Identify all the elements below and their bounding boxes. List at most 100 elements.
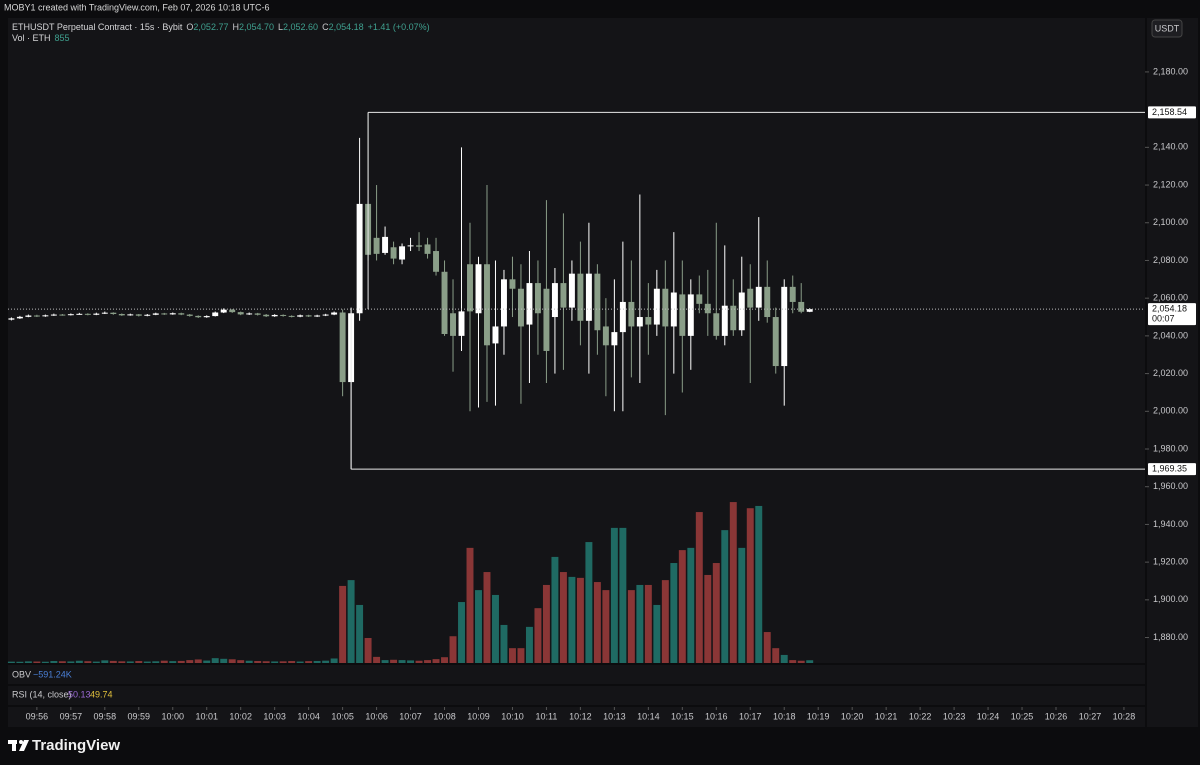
volume-bar bbox=[458, 602, 465, 663]
volume-bar bbox=[619, 527, 627, 663]
volume-bar bbox=[568, 576, 576, 663]
candle-body bbox=[16, 316, 23, 319]
volume-name: Vol · ETH bbox=[12, 33, 51, 43]
volume-bar bbox=[390, 659, 398, 663]
volume-bar bbox=[780, 654, 788, 663]
candle-body bbox=[492, 326, 499, 344]
volume-bar bbox=[118, 661, 126, 663]
volume-bar bbox=[152, 661, 160, 663]
candle-body bbox=[806, 309, 813, 312]
candle-body bbox=[399, 246, 406, 260]
level-label-box bbox=[1148, 106, 1196, 119]
volume-bar bbox=[126, 661, 134, 663]
volume-bar bbox=[296, 661, 304, 663]
volume-bar bbox=[517, 648, 525, 663]
candle-body bbox=[568, 273, 575, 308]
volume-bar bbox=[398, 660, 406, 663]
candle-body bbox=[594, 273, 601, 331]
candle-body bbox=[288, 315, 295, 317]
candle-body bbox=[501, 279, 507, 327]
volume-bar bbox=[670, 563, 678, 663]
ohlc-item: L2,052.60 bbox=[278, 22, 318, 32]
volume-bar bbox=[279, 661, 287, 663]
volume-bar bbox=[432, 659, 440, 663]
x-tick-label: 10:01 bbox=[195, 711, 218, 721]
volume-bar bbox=[610, 527, 618, 663]
y-tick-label: 2,040.00 bbox=[1153, 330, 1188, 340]
candle-body bbox=[517, 288, 524, 327]
candle-body bbox=[551, 283, 558, 318]
x-tick-label: 10:06 bbox=[365, 711, 388, 721]
candle-body bbox=[755, 286, 762, 308]
volume-value: 855 bbox=[54, 33, 70, 43]
candle-body bbox=[271, 314, 278, 317]
logo-part bbox=[19, 740, 23, 744]
volume-bar bbox=[475, 590, 482, 663]
x-tick-label: 10:19 bbox=[807, 711, 830, 721]
volume-bar bbox=[441, 657, 448, 663]
ohlc-value: 2,052.60 bbox=[283, 22, 319, 32]
candle-body bbox=[653, 288, 660, 325]
y-tick-label: 1,980.00 bbox=[1153, 443, 1188, 453]
candle-body bbox=[135, 314, 142, 316]
candle-body bbox=[212, 312, 219, 317]
volume-bar bbox=[84, 661, 92, 663]
candle-body bbox=[84, 313, 91, 315]
volume-bar bbox=[373, 656, 381, 663]
x-tick-label: 10:26 bbox=[1045, 711, 1068, 721]
logo bbox=[8, 740, 29, 751]
price-pane bbox=[8, 18, 1145, 663]
volume-bar bbox=[109, 660, 117, 663]
volume-bar bbox=[424, 660, 432, 663]
candle-body bbox=[339, 312, 346, 383]
candle-body bbox=[696, 294, 703, 304]
volume-bar bbox=[203, 660, 211, 663]
y-tick-label: 2,120.00 bbox=[1153, 179, 1188, 189]
x-tick-label: 10:13 bbox=[603, 711, 626, 721]
volume-bar bbox=[797, 660, 805, 663]
volume-bar bbox=[721, 530, 729, 663]
candle-body bbox=[772, 317, 779, 367]
candle-body bbox=[127, 314, 134, 316]
x-tick-label: 10:21 bbox=[875, 711, 898, 721]
volume-bar bbox=[67, 661, 75, 663]
candle-body bbox=[101, 312, 108, 314]
candle-body bbox=[203, 316, 210, 318]
volume-bar bbox=[763, 632, 771, 663]
currency[interactable]: USDT bbox=[1155, 23, 1180, 33]
level-label: 1,969.35 bbox=[1152, 463, 1187, 473]
candle-body bbox=[144, 314, 151, 316]
volume-bar bbox=[729, 502, 737, 663]
x-tick-label: 09:59 bbox=[128, 711, 151, 721]
ohlc-item: H2,054.70 bbox=[232, 22, 274, 32]
countdown: 00:07 bbox=[1152, 314, 1175, 324]
y-tick-label: 2,000.00 bbox=[1153, 406, 1188, 416]
volume-bar bbox=[16, 661, 24, 663]
x-tick-label: 10:16 bbox=[705, 711, 728, 721]
currency-button[interactable] bbox=[1151, 19, 1183, 38]
volume-bar bbox=[381, 660, 389, 663]
volume-bar bbox=[7, 661, 15, 663]
rsi-value: 49.74 bbox=[90, 689, 113, 699]
candle-body bbox=[42, 315, 49, 317]
candle-body bbox=[424, 244, 431, 254]
candle-body bbox=[229, 309, 236, 313]
ohlc-value: 2,054.18 bbox=[328, 22, 364, 32]
ohlc-key: C bbox=[322, 22, 329, 32]
candle-body bbox=[297, 315, 304, 317]
x-tick-label: 09:56 bbox=[26, 711, 49, 721]
y-tick-label: 2,020.00 bbox=[1153, 368, 1188, 378]
x-tick-label: 10:20 bbox=[841, 711, 864, 721]
x-tick-label: 10:18 bbox=[773, 711, 796, 721]
y-tick-label: 2,180.00 bbox=[1153, 66, 1188, 76]
volume-bar bbox=[602, 590, 610, 663]
candle-body bbox=[441, 271, 448, 334]
volume-bar bbox=[177, 660, 185, 663]
candle-body bbox=[628, 301, 635, 327]
volume-bar bbox=[500, 624, 508, 663]
volume-bar bbox=[449, 636, 457, 663]
x-tick-label: 10:03 bbox=[263, 711, 286, 721]
last-price-box bbox=[1148, 303, 1196, 326]
volume-bar bbox=[551, 556, 559, 663]
